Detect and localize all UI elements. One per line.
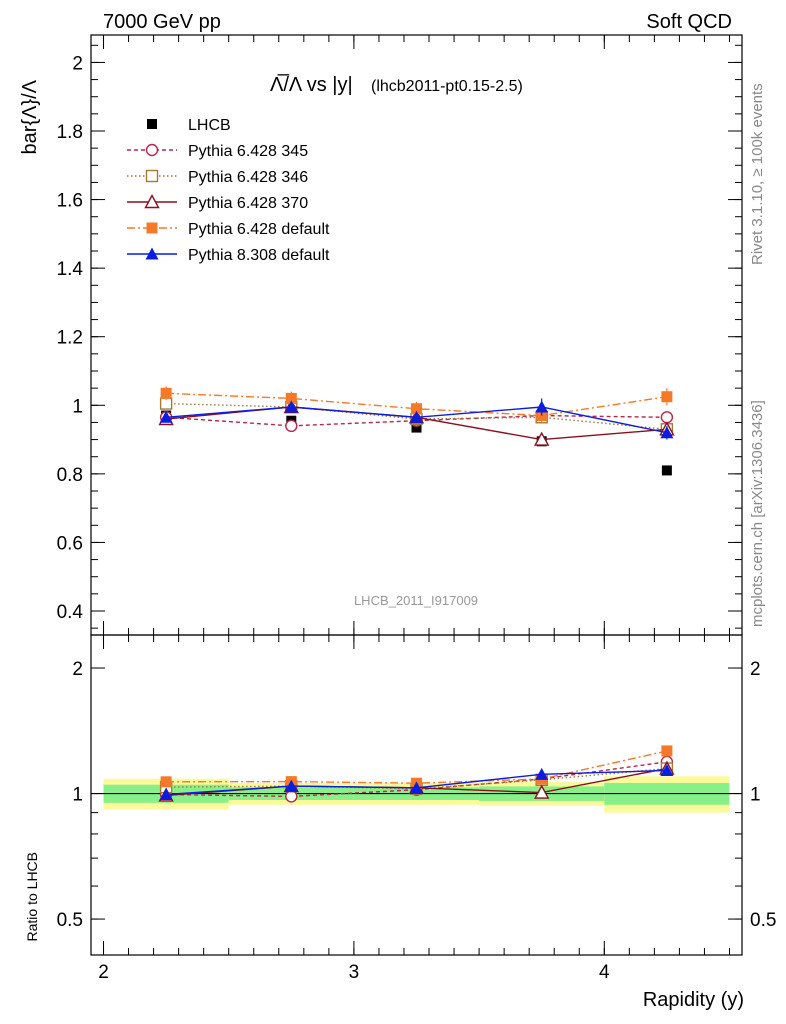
ratio-series-point [661,745,673,757]
ratio-y-tick-label: 0.5 [57,910,83,931]
series-point [661,391,673,403]
series-point [660,426,674,439]
legend-label: Pythia 6.428 345 [188,143,308,160]
ratio-series-point [535,767,549,780]
rivet-label: Rivet 3.1.10, ≥ 100k events [749,83,766,265]
ratio-series-point [410,781,423,794]
legend-marker [146,222,158,234]
chart-title: Λ̅/Λ vs |y| [270,73,353,96]
ratio-y-tick-label-right: 2 [750,659,761,680]
ratio-y-tick-label: 2 [72,659,83,680]
ratio-y-tick-label-right: 0.5 [750,910,776,931]
legend-marker [145,169,159,183]
legend-marker [145,143,159,157]
legend-label: Pythia 6.428 default [188,221,330,238]
source-label: mcplots.cern.ch [arXiv:1306.3436] [749,400,766,627]
ratio-panel-frame [90,634,743,956]
main-panel-series [158,386,675,476]
main-y-tick-label: 0.8 [57,465,83,486]
ratio-y-axis-label: Ratio to LHCB [24,852,40,941]
legend-marker [145,247,159,260]
y-axis-label: bar{Λ}/Λ [19,79,41,154]
main-y-tick-label: 1.2 [57,328,83,349]
data-point-lhcb [661,465,672,476]
ratio-series-point [534,784,550,799]
main-y-tick-label: 1.6 [57,191,83,212]
series-point [535,400,549,413]
legend-label-lhcb: LHCB [188,117,231,134]
series-point [410,410,423,423]
series-point [285,392,297,404]
series-point [285,419,298,433]
series-line [166,392,667,417]
main-y-tick-label: 1.8 [57,122,83,143]
main-y-tick-label: 2 [72,53,83,74]
ratio-panel-series [158,745,675,803]
ratio-y-tick-label-right: 1 [750,785,761,806]
series-point [159,410,173,423]
x-tick-label: 2 [98,962,109,983]
series-point [411,403,422,415]
ratio-series-point [285,790,298,803]
plot-frames [90,34,743,956]
main-y-tick-label: 0.6 [57,533,83,554]
x-tick-label: 3 [349,962,360,983]
x-tick-label: 4 [599,962,610,983]
header-left: 7000 GeV pp [103,11,221,33]
series-point [284,400,298,413]
legend-marker [144,194,160,209]
series-point [160,387,172,399]
chart-subtitle: (lhcb2011-pt0.15-2.5) [371,78,523,95]
axis-ticks: 0.4 0.6 0.8 1 1.2 1.4 1.6 1.8 2 0.5 0.5 1 1 2 2 2 3 4 [57,35,776,983]
legend-label: Pythia 8.308 default [188,247,330,264]
legend-marker-lhcb [147,119,157,129]
x-axis-label: Rapidity (y) [643,989,744,1011]
main-y-tick-label: 1 [72,396,83,417]
data-point-lhcb [411,422,422,433]
main-y-tick-label: 1.4 [57,259,84,280]
ratio-series-point [160,776,172,788]
ratio-series-line [166,750,668,784]
series-point [534,431,550,446]
main-y-tick-label: 0.4 [57,602,84,623]
header-right: Soft QCD [646,11,732,33]
legend-label: Pythia 6.428 346 [188,169,308,186]
analysis-watermark: LHCB_2011_I917009 [354,593,478,608]
ratio-series-point [159,787,173,800]
legend: LHCB Pythia 6.428 345 Pythia 6.428 346 Pyth… [127,117,330,264]
ratio-series-point [284,779,298,792]
legend-label: Pythia 6.428 370 [188,195,308,212]
ratio-series-point [660,763,674,776]
ratio-y-tick-label: 1 [72,785,83,806]
series-point [660,411,674,424]
